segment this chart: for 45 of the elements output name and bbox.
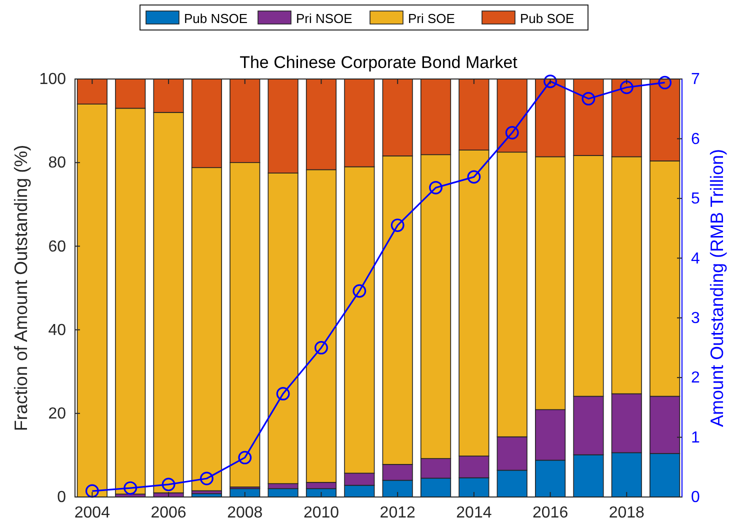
y2-tick-label: 6 [691,130,700,148]
y-axis-title: Fraction of Amount Outstanding (%) [11,144,31,432]
x-tick-label: 2010 [303,504,340,522]
point [429,180,442,194]
point [544,74,558,88]
point [620,80,634,94]
y2-tick-label: 7 [691,71,700,88]
point [658,76,672,90]
chart-title: The Chinese Corporate Bond Market [240,53,518,72]
point [276,386,290,400]
y2-tick-label: 4 [691,250,700,268]
y2-tick-label: 3 [691,310,700,327]
point [467,170,481,184]
point [314,341,328,354]
y-tick-label: 60 [48,238,66,256]
legend-label: Pub SOE [520,11,575,26]
point [352,284,366,298]
y-tick-label: 100 [39,71,66,88]
point [582,92,596,106]
y2-tick-label: 0 [691,489,700,506]
point [124,481,138,495]
y2-axis-title: Amount Outstanding (RMB Trillion) [707,148,727,428]
legend-label: Pub NSOE [184,11,248,26]
x-tick-label: 2004 [74,504,110,522]
point [505,126,519,140]
x-tick-label: 2006 [150,504,186,522]
point [85,484,99,498]
x-tick-label: 2018 [608,504,645,522]
y2-tick-label: 5 [691,190,700,208]
point [200,472,214,486]
x-tick-label: 2012 [380,504,416,522]
legend-label: Pri NSOE [296,11,353,26]
y-tick-label: 40 [48,322,66,339]
x-tick-label: 2008 [227,504,263,522]
y2-tick-label: 1 [691,429,700,446]
legend-label: Pri SOE [408,11,456,26]
x-tick-label: 2016 [532,504,568,522]
x-tick-label: 2014 [456,504,492,522]
point [238,450,252,464]
point [390,218,404,232]
y2-tick-label: 2 [691,370,700,387]
point [162,478,176,492]
y-tick-label: 0 [57,489,66,506]
y-tick-label: 20 [48,406,66,423]
y-tick-label: 80 [48,154,66,172]
